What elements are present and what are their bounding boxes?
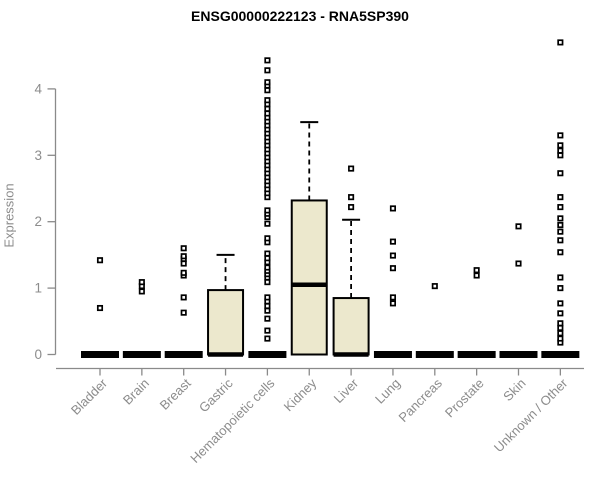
chart-title: ENSG00000222123 - RNA5SP390 xyxy=(191,8,409,24)
outlier-point-lung xyxy=(389,252,397,259)
outlier-point-hematopoietic-cells xyxy=(264,264,271,271)
outlier-point-prostate xyxy=(473,267,480,274)
x-tick-label-skin: Skin xyxy=(500,376,528,404)
outlier-point-breast xyxy=(180,260,187,267)
outlier-point-unknown-other xyxy=(557,142,564,149)
outlier-point-breast xyxy=(180,309,187,316)
outlier-point-unknown-other xyxy=(557,324,564,331)
outlier-point-hematopoietic-cells xyxy=(264,255,271,262)
outlier-point-hematopoietic-cells xyxy=(264,315,271,322)
outlier-point-hematopoietic-cells xyxy=(264,327,271,334)
outlier-point-unknown-other xyxy=(557,330,564,337)
box-kidney xyxy=(290,199,328,356)
outlier-point-hematopoietic-cells xyxy=(264,335,271,342)
collapsed-box-brain xyxy=(122,351,161,358)
outlier-point-hematopoietic-cells xyxy=(264,87,271,94)
outlier-point-skin xyxy=(515,260,522,267)
outlier-point-unknown-other xyxy=(557,194,564,201)
outlier-point-hematopoietic-cells xyxy=(264,250,271,257)
outlier-point-brain xyxy=(138,279,145,286)
outlier-point-unknown-other xyxy=(557,215,564,222)
outlier-point-hematopoietic-cells xyxy=(264,110,271,117)
box-gastric xyxy=(207,289,245,356)
outlier-point-hematopoietic-cells xyxy=(264,57,271,64)
collapsed-box-lung xyxy=(373,351,412,358)
outlier-point-hematopoietic-cells xyxy=(264,207,271,214)
outlier-point-lung xyxy=(389,205,397,212)
outlier-point-unknown-other xyxy=(557,310,564,317)
x-tick-label-liver: Liver xyxy=(331,375,362,406)
outlier-point-liver xyxy=(348,204,355,211)
x-tick-label-bladder: Bladder xyxy=(68,375,111,418)
outlier-point-pancreas xyxy=(431,283,438,290)
outlier-point-bladder xyxy=(96,304,104,312)
outlier-point-hematopoietic-cells xyxy=(264,67,271,74)
outlier-point-unknown-other xyxy=(557,274,564,281)
x-tick-label-brain: Brain xyxy=(120,376,152,408)
outlier-point-unknown-other xyxy=(557,285,564,292)
y-tick-label: 1 xyxy=(34,281,42,296)
outlier-point-hematopoietic-cells xyxy=(264,105,271,112)
outlier-point-unknown-other xyxy=(557,132,564,139)
outlier-point-hematopoietic-cells xyxy=(264,235,271,242)
y-tick-label: 0 xyxy=(34,347,42,362)
collapsed-box-hematopoietic-cells xyxy=(248,351,287,358)
x-tick-label-unknown-other: Unknown / Other xyxy=(491,375,571,455)
x-tick-label-gastric: Gastric xyxy=(196,375,236,415)
x-tick-label-lung: Lung xyxy=(372,376,403,407)
outlier-point-lung xyxy=(389,294,397,301)
outlier-point-unknown-other xyxy=(557,204,564,211)
outlier-point-breast xyxy=(180,245,187,252)
y-tick-label: 3 xyxy=(34,148,42,163)
collapsed-box-prostate xyxy=(457,351,496,358)
outlier-point-breast xyxy=(180,269,187,276)
outlier-point-brain xyxy=(138,288,145,295)
outlier-point-hematopoietic-cells xyxy=(264,302,271,310)
collapsed-box-pancreas xyxy=(415,351,454,358)
outlier-point-hematopoietic-cells xyxy=(264,79,271,86)
outlier-point-lung xyxy=(389,238,397,245)
outlier-point-hematopoietic-cells xyxy=(264,307,271,314)
outlier-point-hematopoietic-cells xyxy=(264,279,271,286)
outlier-point-hematopoietic-cells xyxy=(264,97,271,104)
collapsed-box-skin xyxy=(499,351,538,358)
outlier-point-unknown-other xyxy=(557,147,564,154)
x-tick-label-pancreas: Pancreas xyxy=(395,375,445,425)
outlier-point-unknown-other xyxy=(557,249,564,256)
outlier-point-unknown-other xyxy=(557,320,564,327)
outlier-point-liver xyxy=(348,194,355,201)
outlier-point-unknown-other xyxy=(557,300,564,307)
outlier-point-liver xyxy=(348,165,355,172)
outlier-point-unknown-other xyxy=(557,39,564,46)
outlier-point-unknown-other xyxy=(557,237,564,244)
outlier-point-breast xyxy=(180,294,187,301)
collapsed-box-breast xyxy=(164,351,203,358)
collapsed-box-unknown-other xyxy=(541,351,580,358)
x-tick-label-breast: Breast xyxy=(157,375,194,412)
outlier-point-prostate xyxy=(473,272,480,279)
outlier-point-bladder xyxy=(96,257,104,264)
outlier-point-hematopoietic-cells xyxy=(264,294,271,301)
x-tick-label-kidney: Kidney xyxy=(281,375,320,414)
outlier-point-unknown-other xyxy=(557,228,564,235)
outlier-point-unknown-other xyxy=(557,170,564,177)
outlier-point-skin xyxy=(515,223,522,230)
outlier-point-unknown-other xyxy=(557,221,564,229)
outlier-point-hematopoietic-cells xyxy=(264,220,271,227)
collapsed-box-bladder xyxy=(81,351,119,358)
box-liver xyxy=(332,297,370,356)
outlier-point-lung xyxy=(389,300,397,307)
x-tick-label-prostate: Prostate xyxy=(442,376,487,421)
outlier-point-unknown-other xyxy=(557,152,564,159)
outlier-point-breast xyxy=(180,253,187,260)
outlier-point-lung xyxy=(389,265,397,272)
y-tick-label: 2 xyxy=(34,214,42,229)
y-tick-label: 4 xyxy=(34,81,42,96)
outlier-point-unknown-other xyxy=(557,335,564,342)
